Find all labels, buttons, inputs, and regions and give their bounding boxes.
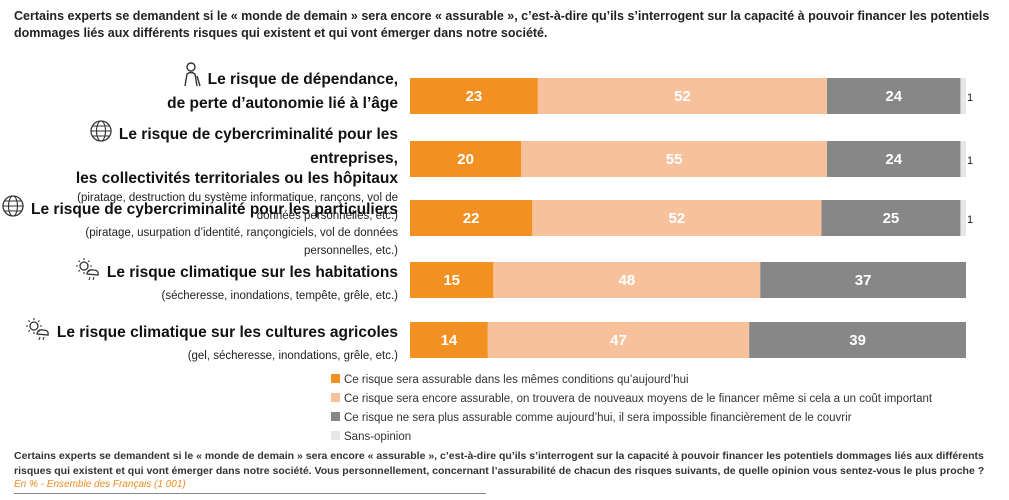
bar-segment [821,200,961,236]
row-label: Le risque de cybercriminalité pour les e… [0,119,398,225]
bar-segment [410,262,494,298]
data-label: 20 [457,151,474,168]
bar-segment [410,200,533,236]
bar-segment [410,141,522,177]
row-label: Le risque climatique sur les cultures ag… [25,317,398,365]
row-title: de perte d’autonomie lié à l’âge [167,94,398,114]
data-label: 39 [849,332,866,349]
legend-item: Ce risque sera encore assurable, on trou… [331,390,932,409]
bar-segment [410,322,488,358]
data-label: 55 [666,151,683,168]
bar-segment [493,262,761,298]
data-label: 15 [443,272,460,289]
row-subtitle: (gel, sécheresse, inondations, grêle, et… [187,350,398,362]
bar-segment [487,322,750,358]
legend-swatch [331,431,340,440]
row-title: Le risque climatique sur les cultures ag… [25,317,398,347]
data-label: 23 [466,88,483,105]
row-subtitle: données personnelles, etc.) [256,210,398,222]
data-label: 47 [610,332,627,349]
bar-segment [749,322,966,358]
data-label: 37 [855,272,872,289]
legend-item: Ce risque ne sera plus assurable comme a… [331,409,932,428]
row-title: les collectivités territoriales ou les h… [0,169,398,189]
data-label: 1 [967,92,973,104]
legend-swatch [331,393,340,402]
legend-swatch [331,374,340,383]
data-label: 24 [885,88,902,105]
legend: Ce risque sera assurable dans les mêmes … [331,371,932,447]
bar-segment [960,78,966,114]
data-label: 1 [967,155,973,167]
bar-segment [827,141,961,177]
row-label: Le risque de dépendance, de perte d’auton… [167,62,398,114]
row-title: Le risque climatique sur les habitations [75,257,398,287]
chart-header: Certains experts se demandent si le « mo… [14,9,990,40]
bar-segment [521,141,827,177]
legend-label: Ce risque ne sera plus assurable comme a… [344,412,852,424]
row-title-text: Le risque climatique sur les habitations [106,264,398,281]
row-label: Le risque de cybercriminalité pour les p… [1,194,398,260]
legend-item: Ce risque sera assurable dans les mêmes … [331,371,932,390]
elderly-person-icon [180,62,202,94]
data-label: 52 [669,210,686,227]
data-label: 14 [441,332,458,349]
bar-segment [960,141,966,177]
row-title: Le risque de dépendance, [167,62,398,94]
survey-question: Certains experts se demandent si le « mo… [14,450,985,477]
bar-segment [537,78,827,114]
globe-icon [89,119,113,149]
bar-segment [960,200,966,236]
data-label: 24 [885,151,902,168]
data-label: 25 [883,210,900,227]
row-title-text: Le risque de cybercriminalité pour les e… [118,126,398,167]
climate-icon [25,317,51,347]
data-label: 52 [674,88,691,105]
row-title-text: Le risque de dépendance, [207,71,398,88]
bar-segment [760,262,966,298]
legend-swatch [331,412,340,421]
row-title: Le risque de cybercriminalité pour les e… [0,119,398,169]
row-subtitle: (sécheresse, inondations, tempête, grêle… [161,290,398,302]
row-title: Le risque de cybercriminalité pour les p… [1,194,398,224]
bar-segment [410,78,538,114]
bar-segment [532,200,822,236]
bar-segment [827,78,961,114]
source-divider [14,493,486,494]
globe-icon [1,194,25,224]
source-note: En % - Ensemble des Français (1 001) [14,479,186,490]
row-title-text: Le risque de cybercriminalité pour les p… [31,201,398,218]
data-label: 22 [463,210,480,227]
legend-item: Sans-opinion [331,428,932,447]
climate-icon [75,257,101,287]
row-subtitle: (piratage, destruction du système inform… [77,192,398,204]
data-label: 1 [967,214,973,226]
legend-label: Ce risque sera assurable dans les mêmes … [344,374,689,386]
row-subtitle: (piratage, usurpation d’identité, rançon… [85,227,398,239]
row-subtitle: personnelles, etc.) [304,245,398,257]
row-title-text: de perte d’autonomie lié à l’âge [167,95,398,112]
data-label: 48 [618,272,635,289]
row-title-text: les collectivités territoriales ou les h… [75,170,398,187]
row-title-text: Le risque climatique sur les cultures ag… [56,324,398,341]
legend-label: Ce risque sera encore assurable, on trou… [344,393,933,405]
row-label: Le risque climatique sur les habitations… [75,257,398,305]
legend-label: Sans-opinion [344,431,412,443]
